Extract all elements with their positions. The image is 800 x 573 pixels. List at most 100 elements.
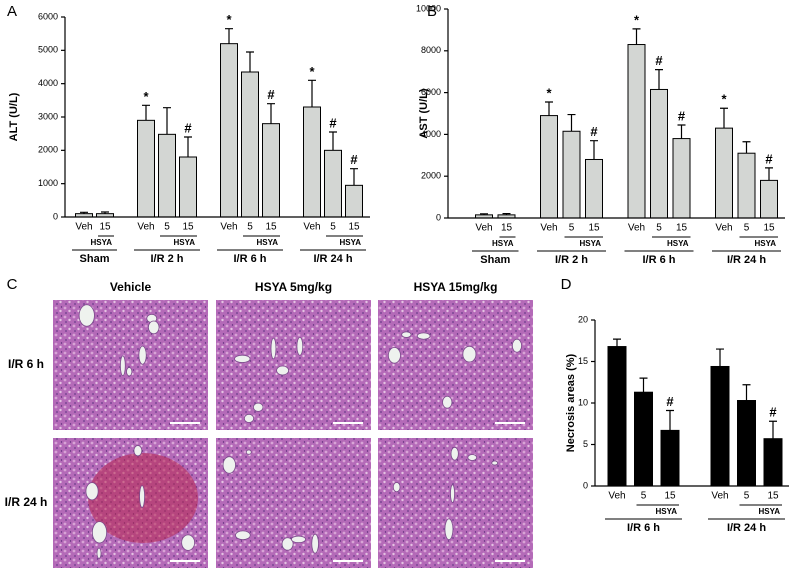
x-tick-label: 5: [656, 223, 662, 234]
vessel: [450, 484, 455, 503]
y-axis-label: ALT (U/L): [8, 92, 20, 141]
group-label: I/R 24 h: [727, 254, 766, 266]
error-bar: [632, 28, 641, 45]
vessel: [296, 336, 304, 356]
vessel: [281, 537, 294, 551]
error-bar: [567, 113, 576, 132]
error-bar: [225, 28, 233, 44]
subgroup-label: HSYA: [91, 238, 113, 247]
bar: [715, 127, 733, 219]
vessel: [416, 332, 431, 340]
bar: [710, 365, 730, 487]
error-bar: [639, 377, 648, 393]
error-bar: [163, 107, 171, 135]
error-bar: [720, 107, 728, 129]
vessel: [387, 347, 401, 364]
bar: [241, 71, 259, 218]
error-bar: [329, 131, 337, 151]
x-tick-label: Veh: [608, 491, 625, 502]
x-tick-label: 15: [265, 222, 277, 233]
vessel: [126, 367, 133, 377]
bar: [760, 179, 778, 219]
vessel: [91, 521, 108, 544]
y-tick-label: 10000: [416, 3, 441, 13]
vessel: [401, 331, 412, 338]
x-tick-label: 15: [501, 223, 513, 234]
x-tick-label: Veh: [303, 222, 320, 233]
bar: [660, 429, 680, 487]
bar: [303, 106, 321, 218]
subgroup-label: HSYA: [174, 238, 196, 247]
x-tick-label: 15: [763, 223, 775, 234]
significance-marker: #: [655, 53, 663, 68]
error-bar: [308, 79, 316, 107]
y-tick-label: 4000: [38, 78, 58, 88]
error-bar: [267, 103, 275, 124]
x-tick-label: 5: [247, 222, 253, 233]
panel-letter: C: [7, 276, 18, 293]
vessel: [270, 337, 277, 360]
y-tick-label: 0: [436, 212, 441, 222]
column-label: HSYA 5mg/kg: [255, 280, 332, 294]
y-tick-label: 5000: [38, 45, 58, 55]
significance-marker: #: [765, 151, 773, 166]
significance-marker: *: [546, 85, 552, 100]
subgroup-label: HSYA: [257, 238, 279, 247]
x-tick-label: Veh: [75, 222, 92, 233]
histology-image: [216, 300, 371, 430]
bar: [562, 130, 581, 219]
histology-image: [378, 300, 533, 430]
significance-marker: #: [769, 405, 777, 420]
bar: [220, 43, 238, 218]
error-bar: [350, 168, 358, 186]
y-tick-label: 8000: [421, 45, 441, 55]
bar: [179, 156, 197, 218]
significance-marker: #: [590, 124, 598, 139]
significance-marker: *: [309, 64, 315, 79]
vessel: [96, 547, 102, 559]
y-tick-label: 3000: [38, 111, 58, 121]
panel-letter: B: [427, 3, 437, 20]
subgroup-label: HSYA: [759, 507, 781, 516]
bar: [650, 88, 668, 219]
vessel: [78, 304, 95, 327]
error-bar: [502, 213, 511, 215]
subgroup-label: HSYA: [492, 239, 514, 248]
significance-marker: *: [634, 12, 640, 27]
x-tick-label: 15: [767, 491, 779, 502]
x-tick-label: Veh: [475, 223, 492, 234]
vessel: [245, 449, 252, 455]
bar: [324, 149, 342, 218]
group-label: I/R 6 h: [642, 254, 675, 266]
error-bar: [765, 167, 773, 181]
vessel: [243, 413, 255, 423]
vessel: [311, 533, 319, 554]
x-tick-label: Veh: [711, 491, 728, 502]
column-label: HSYA 15mg/kg: [414, 280, 498, 294]
x-tick-label: 5: [744, 491, 750, 502]
y-tick-label: 6000: [38, 11, 58, 21]
x-tick-label: Veh: [628, 223, 645, 234]
vessel: [119, 355, 126, 377]
x-tick-label: 5: [569, 223, 575, 234]
y-tick-label: 0: [583, 480, 588, 490]
error-bar: [101, 211, 109, 214]
significance-marker: #: [184, 120, 192, 135]
column-label: Vehicle: [110, 280, 152, 294]
subgroup-label: HSYA: [667, 239, 689, 248]
vessel: [444, 518, 454, 541]
y-tick-label: 20: [578, 314, 588, 324]
x-tick-label: Veh: [715, 223, 732, 234]
significance-marker: #: [666, 394, 674, 409]
vessel: [138, 345, 147, 365]
vessel: [235, 530, 251, 541]
vessel: [442, 395, 453, 409]
x-tick-label: 15: [182, 222, 194, 233]
bar: [634, 391, 653, 487]
subgroup-label: HSYA: [580, 239, 602, 248]
bar: [672, 138, 691, 219]
vessel: [491, 460, 499, 466]
row-label: I/R 24 h: [5, 495, 48, 509]
group-label: I/R 2 h: [150, 253, 183, 265]
